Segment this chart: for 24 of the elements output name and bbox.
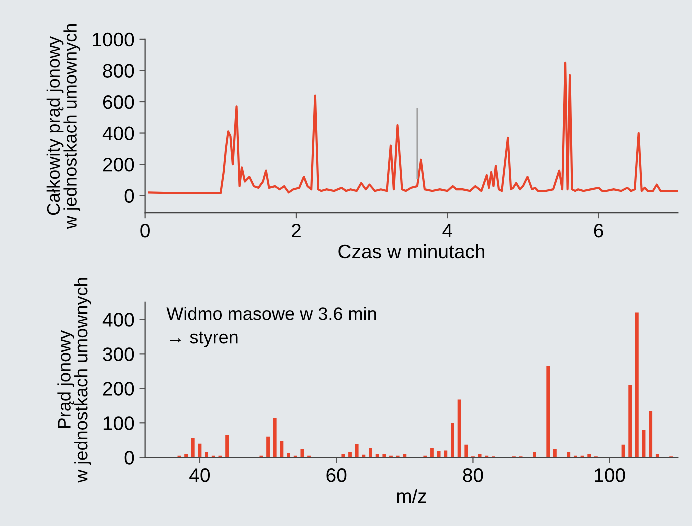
x-tick-label: 6 [594, 224, 604, 238]
y-axis-title: Całkowity prąd jonowy w jednostkach umownych [46, 24, 81, 230]
x-axis-title: m/z [397, 488, 426, 504]
x-tick-label: 60 [326, 468, 347, 482]
y-tick-label: 300 [103, 348, 134, 362]
y-tick-label: 100 [104, 416, 134, 430]
annotation: Widmo masowe w 3.6 min → styren [166, 307, 376, 348]
y-tick-label: 200 [103, 158, 134, 172]
x-tick-label: 2 [292, 224, 301, 238]
y-tick-label: 1000 [93, 32, 134, 47]
y-tick-label: 0 [124, 189, 134, 204]
x-tick-label: 0 [140, 224, 150, 238]
y-tick-label: 400 [102, 313, 134, 327]
x-axis-title: Czas w minutach [338, 244, 485, 259]
y-tick-label: 200 [103, 382, 134, 396]
y-axis-title: Prąd jonowy w jednostkach umownych [58, 278, 92, 483]
y-tick-label: 400 [102, 126, 134, 141]
x-tick-label: 4 [442, 224, 452, 238]
y-tick-label: 600 [103, 95, 134, 110]
x-tick-label: 40 [190, 468, 210, 482]
y-tick-label: 0 [124, 451, 134, 465]
x-tick-label: 80 [463, 468, 484, 482]
y-tick-label: 800 [103, 64, 134, 78]
x-tick-label: 100 [595, 468, 626, 482]
